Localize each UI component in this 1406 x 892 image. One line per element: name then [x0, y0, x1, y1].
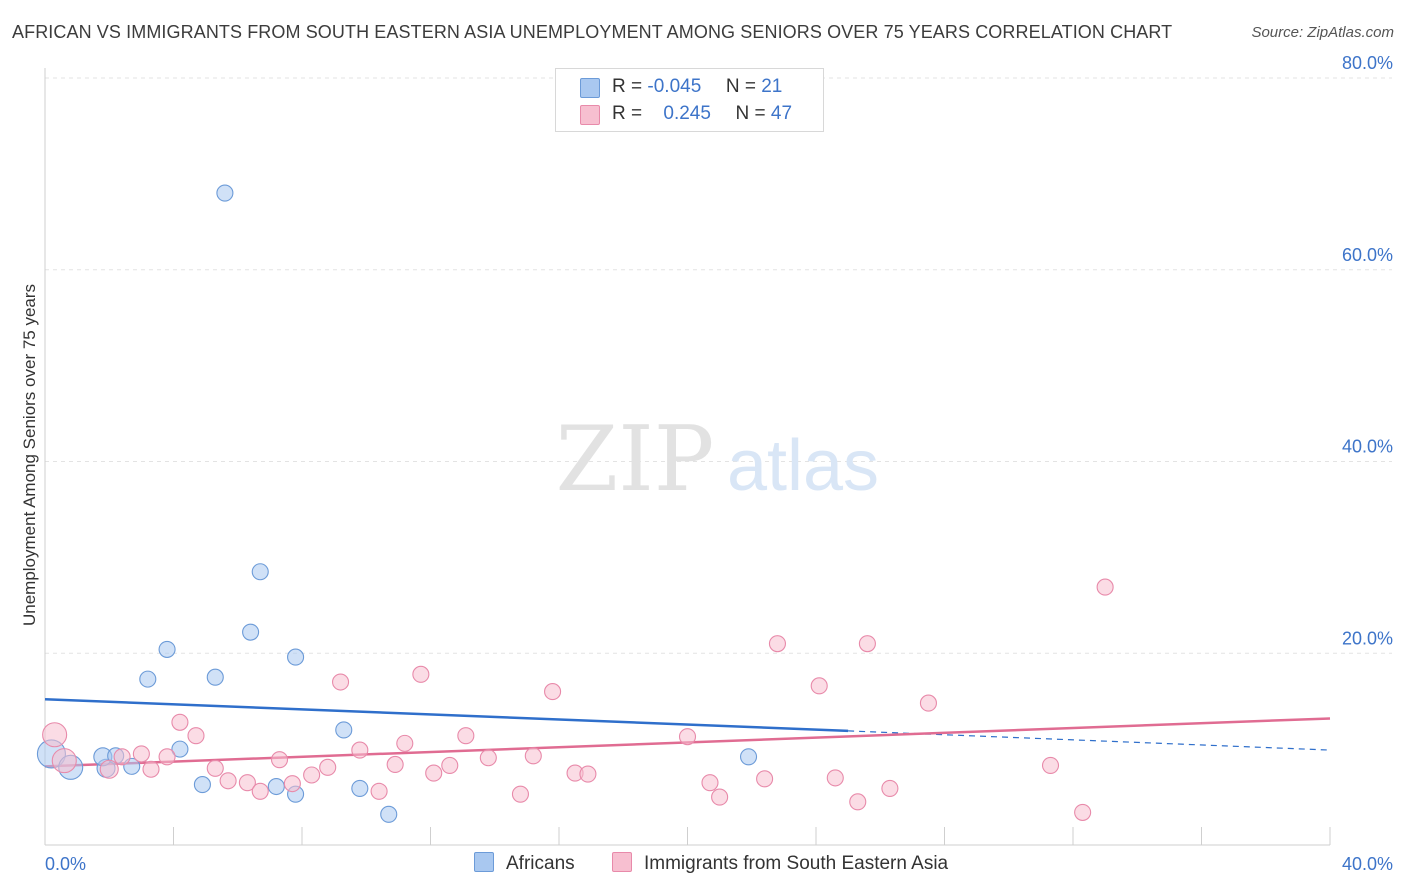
point-immigrants	[701, 774, 719, 792]
legend-item-africans: Africans	[474, 852, 575, 875]
data-points	[36, 184, 1114, 823]
point-immigrants	[99, 759, 119, 779]
point-immigrants	[1041, 756, 1060, 774]
r-value-africans: -0.045	[647, 76, 702, 97]
point-africans	[158, 640, 176, 658]
point-immigrants	[711, 788, 729, 806]
chart-title: AFRICAN VS IMMIGRANTS FROM SOUTH EASTERN…	[12, 22, 1173, 42]
y-axis-label: Unemployment Among Seniors over 75 years	[20, 283, 39, 627]
point-africans	[351, 779, 369, 797]
point-africans	[739, 748, 758, 766]
grid	[45, 77, 1392, 654]
point-immigrants	[132, 745, 150, 763]
point-immigrants	[810, 677, 828, 695]
point-africans	[251, 563, 269, 581]
point-immigrants	[187, 727, 205, 745]
point-immigrants	[1074, 803, 1092, 821]
n-label: N =	[725, 76, 756, 97]
r-label: R =	[612, 76, 643, 97]
point-immigrants	[919, 694, 937, 712]
point-immigrants	[678, 728, 697, 746]
y-tick-label: 80.0%	[1342, 53, 1393, 73]
africans-legend-swatch	[474, 852, 494, 872]
point-immigrants	[113, 748, 131, 766]
legend-item-immigrants: Immigrants from South Eastern Asia	[612, 852, 948, 875]
n-value-africans: 21	[761, 76, 783, 97]
x-tick-label-max: 40.0%	[1342, 854, 1393, 874]
legend-label-africans: Africans	[506, 853, 575, 874]
point-immigrants	[238, 774, 256, 792]
point-immigrants	[768, 635, 787, 653]
point-immigrants	[283, 775, 301, 793]
point-africans	[139, 670, 157, 688]
source-label: Source: ZipAtlas.com	[1251, 24, 1394, 41]
watermark-zip: ZIP	[556, 407, 715, 512]
point-immigrants	[511, 785, 530, 803]
point-immigrants	[756, 770, 774, 788]
legend-label-immigrants: Immigrants from South Eastern Asia	[644, 853, 949, 874]
point-immigrants	[270, 751, 289, 769]
point-africans	[380, 805, 398, 823]
point-immigrants	[171, 713, 189, 731]
point-africans	[171, 740, 189, 758]
point-africans	[242, 623, 260, 641]
point-immigrants	[881, 779, 899, 797]
point-africans	[287, 648, 305, 666]
r-label: R =	[612, 103, 643, 124]
point-immigrants	[412, 665, 430, 683]
point-immigrants	[303, 766, 321, 784]
point-immigrants	[425, 764, 443, 782]
point-immigrants	[826, 769, 844, 787]
point-immigrants	[142, 760, 160, 778]
stats-legend: R = -0.045 N = 21 R = 0.245 N = 47	[555, 68, 824, 132]
point-africans	[206, 668, 224, 686]
point-immigrants	[1096, 578, 1114, 596]
point-immigrants	[219, 772, 237, 790]
africans-swatch	[580, 78, 600, 98]
y-tick-label: 40.0%	[1342, 437, 1393, 457]
point-immigrants	[396, 734, 414, 752]
n-value-immigrants: 47	[770, 103, 793, 124]
y-tick-label: 60.0%	[1342, 245, 1393, 265]
r-value-immigrants: 0.245	[663, 103, 711, 124]
point-immigrants	[319, 758, 337, 776]
tick-labels: 20.0% 40.0% 60.0% 80.0% 0.0% 40.0%	[45, 53, 1393, 874]
axes	[44, 68, 1331, 846]
n-label: N =	[735, 103, 766, 124]
watermark-atlas: atlas	[727, 426, 879, 506]
point-immigrants	[331, 673, 350, 691]
watermark: ZIP atlas	[556, 407, 879, 512]
point-immigrants	[42, 722, 68, 748]
point-immigrants	[524, 747, 542, 765]
point-immigrants	[457, 727, 475, 745]
point-immigrants	[479, 749, 497, 767]
immigrants-swatch	[580, 105, 600, 125]
point-immigrants	[858, 635, 876, 653]
immigrants-legend-swatch	[612, 852, 632, 872]
point-immigrants	[441, 756, 459, 774]
point-africans	[216, 184, 234, 202]
point-immigrants	[351, 741, 369, 759]
point-immigrants	[370, 782, 388, 800]
point-africans	[335, 721, 353, 739]
point-immigrants	[386, 755, 404, 774]
point-immigrants	[849, 793, 867, 811]
point-immigrants	[51, 748, 77, 774]
point-africans	[267, 777, 285, 796]
point-immigrants	[251, 782, 269, 800]
point-immigrants	[206, 759, 224, 777]
point-immigrants	[579, 765, 597, 783]
point-immigrants	[544, 683, 562, 701]
point-africans	[193, 776, 211, 794]
y-tick-label: 20.0%	[1342, 628, 1393, 648]
trend-line-africans	[44, 698, 849, 733]
x-tick-label-min: 0.0%	[45, 854, 86, 874]
point-immigrants	[158, 748, 176, 766]
